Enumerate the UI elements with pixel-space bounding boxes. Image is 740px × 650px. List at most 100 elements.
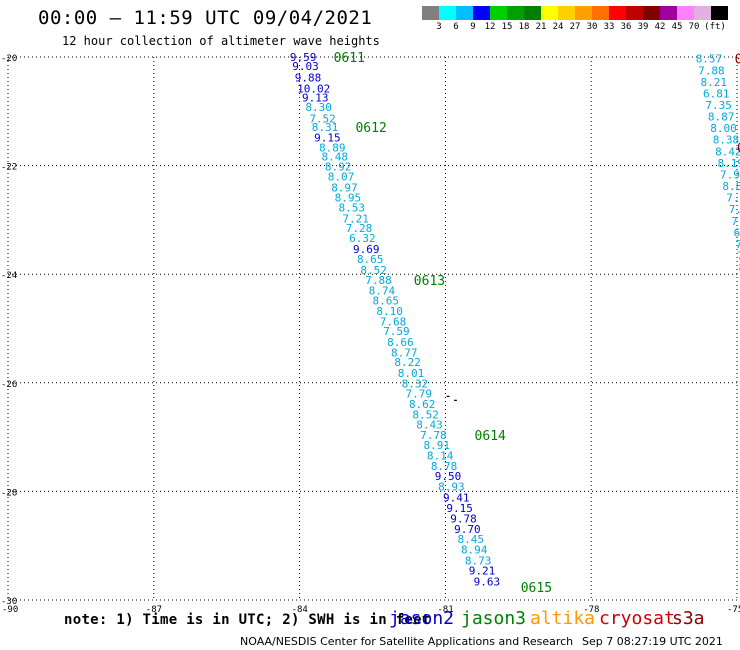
credit-text: NOAA/NESDIS Center for Satellite Applica… (240, 635, 574, 648)
data-point-label: 8.78 (431, 460, 458, 473)
data-point-label: 8.45 (458, 533, 485, 546)
data-point-label: 8 (738, 261, 740, 274)
data-point-label: 8.21 (701, 76, 728, 89)
color-scale-label: 39 (637, 22, 649, 32)
x-tick-label: -81 (437, 605, 453, 615)
data-point-label: 8.62 (409, 398, 436, 411)
time-label: 0615 (521, 581, 552, 596)
data-point-label: 7.59 (383, 325, 410, 338)
color-scale-labels: 3 6 9 12 15 18 21 24 27 30 33 36 39 42 45 70 (ft) (422, 22, 728, 34)
data-point-label: 7.88 (726, 192, 740, 205)
data-point-label: 6.81 (703, 87, 730, 100)
data-point-label: 7.52 (309, 112, 336, 125)
data-point-label: 7.28 (346, 222, 373, 235)
y-tick-label: -22 (1, 163, 17, 173)
color-swatch (524, 6, 541, 20)
color-scale-label: 9 (470, 22, 476, 32)
data-point-label: 7.78 (420, 429, 447, 442)
data-point-label: 8.38 (713, 134, 740, 147)
legend-entry-jason2: jason2 (389, 608, 455, 629)
color-swatch (677, 6, 694, 20)
legend-entry-s3a: s3a (672, 608, 705, 629)
data-point-label: 9.70 (454, 523, 481, 536)
color-swatch (660, 6, 677, 20)
data-point-label: 9.50 (435, 470, 462, 483)
color-swatch (439, 6, 456, 20)
footer-note: note: 1) Time is in UTC; 2) SWH is in fe… (64, 612, 431, 628)
color-swatch (490, 6, 507, 20)
y-tick-label: -26 (1, 380, 17, 390)
color-swatch (592, 6, 609, 20)
data-point-label: 8.22 (394, 356, 421, 369)
data-point-label: 8.14 (427, 450, 454, 463)
y-tick-label: -28 (1, 488, 17, 498)
time-label: 0612 (355, 121, 386, 136)
color-scale-label: 3 (436, 22, 442, 32)
x-tick-label: -84 (292, 605, 308, 615)
data-point-label: 7. (737, 250, 740, 263)
data-point-label: 8.30 (305, 101, 332, 114)
legend-entry-altika: altika (530, 608, 596, 629)
data-point-label: 9.15 (446, 502, 473, 515)
data-point-label: 10.02 (297, 82, 330, 95)
time-label: 0 (737, 142, 740, 157)
page-title: 00:00 – 11:59 UTC 09/04/2021 (38, 7, 373, 29)
color-swatch (711, 6, 728, 20)
color-swatch (558, 6, 575, 20)
data-point-label: 8.91 (424, 439, 451, 452)
legend-entry-jason3: jason3 (461, 608, 527, 629)
color-scale-bar (422, 6, 728, 20)
data-point-label: 8.74 (369, 284, 396, 297)
data-point-label: 9.88 (295, 72, 322, 85)
data-point-label: 8.52 (412, 408, 439, 421)
color-swatch (541, 6, 558, 20)
data-point-label: 9.15 (314, 131, 341, 144)
data-point-label: 8.10 (376, 305, 403, 318)
data-point-label: 7.4 (731, 215, 740, 228)
data-point-label: 8.97 (331, 181, 358, 194)
data-point-label: 8.42 (715, 145, 740, 158)
data-point-label: 8.19 (718, 157, 740, 170)
y-tick-label: -24 (1, 271, 17, 281)
data-point-label: 8.95 (335, 192, 362, 205)
time-label: 031 (735, 53, 740, 68)
color-scale-label: 70 (688, 22, 700, 32)
data-point-label: 7. (736, 238, 740, 251)
data-point-label: 7.88 (365, 274, 392, 287)
data-point-label: 9.63 (474, 576, 501, 589)
data-point-label: 8.48 (321, 150, 348, 163)
data-point-label: 8.94 (461, 544, 488, 557)
data-point-label: 8.82 (722, 180, 740, 193)
stray-mark: - (445, 392, 450, 402)
x-tick-label: -75 (727, 605, 740, 615)
color-scale-label: 6 (453, 22, 459, 32)
y-tick-label: -30 (1, 597, 17, 607)
color-scale-label: 45 (671, 22, 683, 32)
color-swatch (473, 6, 490, 20)
data-point-label: 8.87 (708, 111, 735, 124)
color-scale-label: 27 (569, 22, 581, 32)
x-tick-label: -87 (146, 605, 162, 615)
data-point-label: 7.88 (698, 65, 725, 78)
color-swatch (422, 6, 439, 20)
data-point-label: 9.69 (353, 243, 380, 256)
stray-mark: - (453, 396, 458, 406)
legend-entry-cryosat: cryosat (599, 608, 675, 629)
data-point-label: 8.32 (402, 377, 429, 390)
color-scale-label: 24 (552, 22, 564, 32)
data-point-label: 8.00 (710, 122, 737, 135)
time-label: 0611 (334, 51, 365, 66)
x-tick-label: -78 (583, 605, 599, 615)
color-swatch (609, 6, 626, 20)
data-point-label: 7.68 (380, 315, 407, 328)
page-subtitle: 12 hour collection of altimeter wave hei… (62, 34, 380, 48)
data-point-label: 9.78 (450, 513, 477, 526)
data-point-label: 8.66 (387, 336, 414, 349)
data-point-label: 8.07 (328, 170, 355, 183)
color-scale-label: 18 (518, 22, 530, 32)
data-point-label: 8.77 (391, 346, 418, 359)
data-point-label: 8.89 (319, 142, 346, 155)
data-point-label: 9.03 (292, 60, 319, 73)
color-swatch (626, 6, 643, 20)
